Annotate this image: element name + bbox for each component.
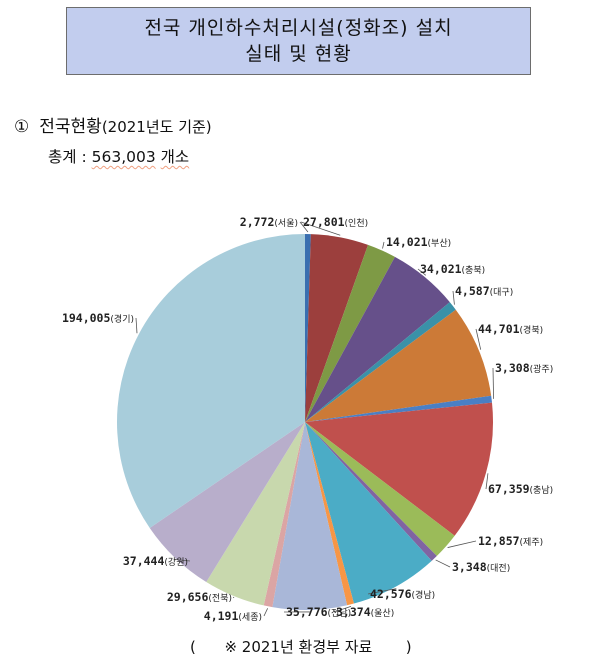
- title-line-2: 실태 및 현황: [245, 43, 352, 65]
- section-title: 전국현황: [39, 117, 102, 137]
- pie-slice-4: [305, 302, 456, 422]
- data-labels: 2,772(서울) 27,801(인천) 14,021(부산) 34,021(충북) 4…: [62, 215, 553, 623]
- title-banner: 전국 개인하수처리시설(정화조) 설치 실태 및 현황: [66, 7, 531, 75]
- pie-slice-7: [305, 402, 493, 536]
- data-label-12: 35,776(전남): [286, 605, 351, 619]
- data-label-1: 27,801(인천): [303, 215, 368, 229]
- footer-open-paren: (: [190, 638, 196, 656]
- pie-slice-15: [149, 422, 305, 582]
- pie-slice-8: [305, 422, 455, 557]
- total-unit: 개소: [160, 148, 190, 166]
- data-label-11: 3,374(울산): [336, 605, 394, 619]
- data-label-10: 42,576(경남): [370, 587, 435, 601]
- data-label-3: 34,021(충북): [420, 262, 485, 276]
- pie-slice-2: [305, 244, 395, 422]
- data-label-4: 4,587(대구): [455, 284, 513, 298]
- pie-slice-1: [305, 234, 369, 422]
- total-label: 총계 :: [48, 148, 87, 166]
- pie-slice-16: [116, 234, 305, 528]
- pie-slices: [116, 234, 493, 611]
- data-label-15: 37,444(강원): [123, 554, 188, 568]
- total-line: 총계 : 563,003 개소: [48, 145, 189, 167]
- data-label-2: 14,021(부산): [386, 235, 451, 249]
- pie-slice-3: [305, 256, 450, 422]
- section-basis: (2021년도 기준): [101, 118, 212, 136]
- footer-close-paren: ): [405, 638, 412, 656]
- title-line-1: 전국 개인하수처리시설(정화조) 설치: [144, 17, 453, 39]
- data-label-7: 67,359(충남): [488, 482, 553, 496]
- pie-slice-6: [305, 395, 492, 422]
- pie-slice-5: [305, 309, 492, 422]
- pie-slice-12: [272, 422, 348, 611]
- pie-slice-14: [206, 422, 305, 606]
- section-number: ①: [14, 117, 30, 137]
- pie-slice-0: [305, 234, 311, 422]
- pie-slice-11: [305, 422, 354, 606]
- data-label-9: 3,348(대전): [452, 560, 510, 574]
- source-note: ( ※ 2021년 환경부 자료 ): [190, 636, 412, 657]
- section-heading: ① 전국현황(2021년도 기준): [14, 112, 212, 137]
- footer-text: ※ 2021년 환경부 자료: [224, 638, 373, 656]
- total-value: 563,003: [91, 148, 156, 166]
- data-label-5: 44,701(경북): [478, 322, 543, 336]
- leader-lines: [135, 221, 494, 617]
- pie-slice-13: [263, 422, 305, 608]
- data-label-8: 12,857(제주): [478, 534, 543, 548]
- data-label-13: 4,191(세종): [204, 609, 262, 623]
- data-label-16: 194,005(경기): [62, 311, 134, 325]
- data-label-0: 2,772(서울): [240, 215, 298, 229]
- data-label-14: 29,656(전북): [167, 590, 232, 604]
- pie-slice-9: [305, 422, 437, 561]
- data-label-6: 3,308(광주): [495, 361, 553, 375]
- pie-slice-10: [305, 422, 432, 604]
